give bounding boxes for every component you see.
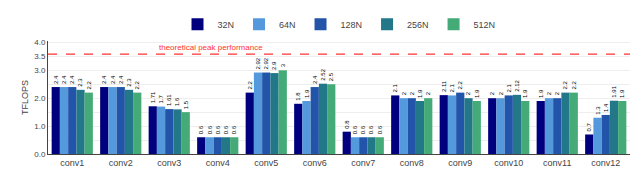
svg-text:0.6: 0.6	[231, 125, 237, 134]
svg-text:conv11: conv11	[543, 158, 571, 168]
svg-text:1.7: 1.7	[158, 95, 164, 104]
svg-text:2.1: 2.1	[506, 83, 512, 92]
svg-text:2.2: 2.2	[134, 81, 140, 90]
svg-text:0.6: 0.6	[377, 125, 383, 134]
svg-text:0.6: 0.6	[215, 125, 221, 134]
svg-text:conv1: conv1	[60, 158, 84, 168]
svg-text:4.0: 4.0	[34, 38, 46, 47]
svg-text:2.2: 2.2	[571, 81, 577, 90]
svg-text:conv9: conv9	[448, 158, 472, 168]
svg-text:conv8: conv8	[400, 158, 424, 168]
svg-text:theoretical peak performance: theoretical peak performance	[159, 43, 263, 52]
svg-text:2: 2	[425, 91, 431, 95]
svg-text:1.91: 1.91	[611, 85, 617, 97]
svg-text:2: 2	[498, 91, 504, 95]
svg-text:3: 3	[280, 63, 286, 67]
svg-text:512N: 512N	[474, 20, 496, 30]
svg-text:0.6: 0.6	[223, 125, 229, 134]
svg-text:0.6: 0.6	[198, 125, 204, 134]
svg-text:conv7: conv7	[351, 158, 375, 168]
svg-text:2.4: 2.4	[110, 75, 116, 84]
svg-text:TFLOPS: TFLOPS	[20, 80, 30, 115]
svg-text:conv12: conv12	[591, 158, 620, 168]
svg-text:2.4: 2.4	[61, 75, 67, 84]
svg-text:2.2: 2.2	[86, 81, 92, 90]
svg-text:1.3: 1.3	[595, 106, 601, 115]
svg-text:conv2: conv2	[109, 158, 133, 168]
svg-text:3.0: 3.0	[34, 66, 46, 75]
svg-text:2.92: 2.92	[255, 57, 261, 69]
svg-text:1.6: 1.6	[174, 97, 180, 106]
svg-text:conv6: conv6	[303, 158, 327, 168]
svg-text:2.9: 2.9	[271, 61, 277, 70]
svg-text:0.6: 0.6	[207, 125, 213, 134]
svg-text:1.4: 1.4	[603, 103, 609, 112]
svg-text:2.11: 2.11	[441, 80, 447, 92]
svg-text:0.7: 0.7	[586, 122, 592, 131]
svg-text:conv5: conv5	[254, 158, 278, 168]
svg-text:2: 2	[401, 91, 407, 95]
svg-text:0.6: 0.6	[360, 125, 366, 134]
svg-text:64N: 64N	[279, 20, 296, 30]
svg-text:256N: 256N	[407, 20, 429, 30]
svg-text:0.8: 0.8	[344, 120, 350, 129]
svg-text:1.71: 1.71	[150, 91, 156, 103]
svg-text:2.92: 2.92	[263, 57, 269, 69]
svg-text:2: 2	[546, 91, 552, 95]
svg-text:2.2: 2.2	[457, 81, 463, 90]
svg-text:32N: 32N	[218, 20, 235, 30]
svg-text:conv10: conv10	[494, 158, 523, 168]
svg-text:0.6: 0.6	[352, 125, 358, 134]
svg-text:2.3: 2.3	[77, 78, 83, 87]
svg-text:1.61: 1.61	[166, 94, 172, 106]
svg-text:1.9: 1.9	[522, 89, 528, 98]
svg-text:2.3: 2.3	[126, 78, 132, 87]
svg-text:1.9: 1.9	[304, 89, 310, 98]
svg-text:2.5: 2.5	[328, 72, 334, 81]
svg-text:1.5: 1.5	[183, 100, 189, 109]
svg-text:2.0: 2.0	[34, 94, 46, 103]
svg-text:2: 2	[489, 91, 495, 95]
svg-text:2.4: 2.4	[69, 75, 75, 84]
svg-text:2.2: 2.2	[247, 81, 253, 90]
svg-text:1.9: 1.9	[417, 89, 423, 98]
svg-text:128N: 128N	[341, 20, 363, 30]
svg-text:conv4: conv4	[206, 158, 230, 168]
svg-text:2: 2	[465, 91, 471, 95]
svg-text:2.4: 2.4	[53, 75, 59, 84]
svg-text:1.8: 1.8	[295, 92, 301, 101]
svg-text:conv3: conv3	[157, 158, 181, 168]
svg-text:2.2: 2.2	[562, 81, 568, 90]
svg-text:1.0: 1.0	[34, 122, 46, 131]
svg-text:2.4: 2.4	[101, 75, 107, 84]
svg-text:2.4: 2.4	[118, 75, 124, 84]
svg-text:2.12: 2.12	[514, 80, 520, 92]
svg-text:1.9: 1.9	[474, 89, 480, 98]
svg-text:0.0: 0.0	[34, 150, 46, 159]
svg-text:2.4: 2.4	[312, 75, 318, 84]
svg-text:2: 2	[409, 91, 415, 95]
svg-text:1.9: 1.9	[619, 89, 625, 98]
svg-text:2.1: 2.1	[449, 83, 455, 92]
svg-text:1.9: 1.9	[538, 89, 544, 98]
svg-text:2.52: 2.52	[320, 68, 326, 80]
svg-text:2.1: 2.1	[392, 83, 398, 92]
svg-text:0.6: 0.6	[368, 125, 374, 134]
svg-text:3.5: 3.5	[34, 52, 46, 61]
svg-text:2: 2	[554, 91, 560, 95]
